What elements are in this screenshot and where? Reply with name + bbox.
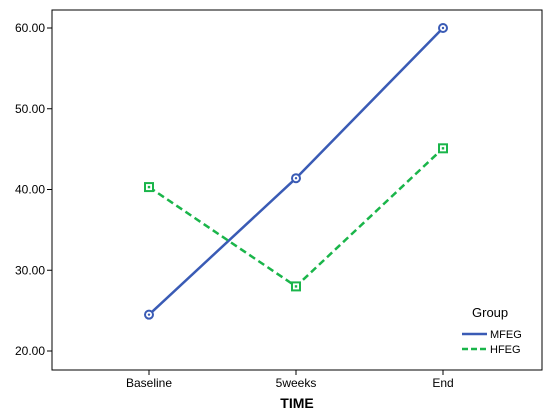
plot-area-frame xyxy=(51,9,543,371)
y-tick-label: 50.00 xyxy=(15,102,45,116)
y-tick-label: 40.00 xyxy=(15,183,45,197)
x-axis: Baseline 5weeks End xyxy=(126,370,454,390)
data-point-center-mfeg xyxy=(147,313,151,316)
data-point-center-mfeg xyxy=(441,26,445,30)
y-axis: 20.00 30.00 40.00 50.00 60.00 xyxy=(15,21,52,358)
data-point-center-hfeg xyxy=(294,285,298,288)
legend-label-hfeg: HFEG xyxy=(490,344,521,356)
y-tick-label: 60.00 xyxy=(15,21,45,35)
y-tick-label: 20.00 xyxy=(15,344,45,358)
x-tick-label: End xyxy=(432,376,453,390)
series-layer xyxy=(144,23,448,320)
data-point-center-hfeg xyxy=(147,185,151,189)
x-tick-label: 5weeks xyxy=(276,376,317,390)
legend: Group MFEG HFEG xyxy=(462,305,522,356)
legend-label-mfeg: MFEG xyxy=(490,329,522,341)
legend-items: MFEG HFEG xyxy=(462,329,522,356)
data-point-center-mfeg xyxy=(294,176,298,180)
y-tick-label: 30.00 xyxy=(15,263,45,277)
legend-title: Group xyxy=(472,305,508,320)
x-tick-label: Baseline xyxy=(126,376,172,390)
x-axis-title: TIME xyxy=(280,395,313,411)
data-point-center-hfeg xyxy=(441,147,445,150)
